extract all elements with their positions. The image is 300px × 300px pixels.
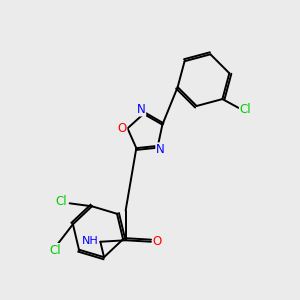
- Text: Cl: Cl: [239, 103, 251, 116]
- Text: N: N: [156, 143, 165, 156]
- Text: O: O: [118, 122, 127, 135]
- Text: O: O: [153, 235, 162, 248]
- Text: N: N: [137, 103, 146, 116]
- Text: Cl: Cl: [49, 244, 61, 256]
- Text: NH: NH: [82, 236, 98, 246]
- Text: Cl: Cl: [56, 195, 67, 208]
